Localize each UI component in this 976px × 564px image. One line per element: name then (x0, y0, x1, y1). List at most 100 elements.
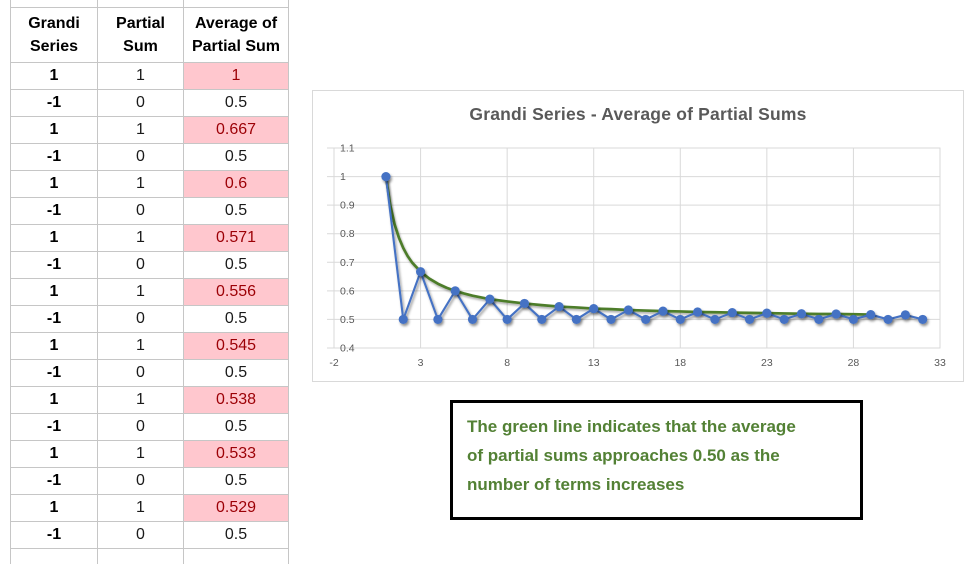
cell-grandi-series[interactable]: -1 (11, 360, 98, 387)
cell-partial-sum[interactable]: 0 (98, 468, 184, 495)
cell-partial-sum[interactable]: 0 (98, 144, 184, 171)
cell-average-of-partial-sum[interactable]: 1 (184, 63, 289, 90)
cell-partial-sum[interactable]: 0 (98, 90, 184, 117)
cell-grandi-series[interactable]: 1 (11, 279, 98, 306)
cell-average-of-partial-sum[interactable]: 0.5 (184, 360, 289, 387)
x-tick-label: 8 (504, 357, 510, 369)
cell-average-of-partial-sum[interactable]: 0.5 (184, 144, 289, 171)
cell-average-of-partial-sum[interactable]: 0.667 (184, 117, 289, 144)
conclusion-textbox[interactable]: The green line indicates that the averag… (450, 400, 863, 520)
x-tick-label: 28 (848, 357, 860, 369)
cell-grandi-series[interactable]: -1 (11, 306, 98, 333)
cell-average-of-partial-sum[interactable]: 0.6 (184, 171, 289, 198)
cell-grandi-series[interactable]: 1 (11, 441, 98, 468)
cell-partial-sum[interactable]: 1 (98, 117, 184, 144)
cell-partial-sum[interactable]: 0 (98, 522, 184, 549)
series-average-of-partial-sums (386, 177, 923, 320)
table-cell[interactable] (184, 0, 289, 8)
table-cell[interactable] (98, 549, 184, 564)
cell-average-of-partial-sum[interactable]: 0.5 (184, 198, 289, 225)
partial-row-top (11, 0, 289, 8)
cell-partial-sum[interactable]: 0 (98, 306, 184, 333)
cell-average-of-partial-sum[interactable]: 0.571 (184, 225, 289, 252)
column-header[interactable]: Average of Partial Sum (184, 8, 289, 63)
y-tick-label: 0.7 (340, 257, 355, 269)
cell-grandi-series[interactable]: -1 (11, 90, 98, 117)
y-tick-label: 1.1 (340, 143, 355, 155)
cell-average-of-partial-sum[interactable]: 0.529 (184, 495, 289, 522)
cell-grandi-series[interactable]: -1 (11, 252, 98, 279)
table-cell[interactable] (98, 0, 184, 8)
cell-partial-sum[interactable]: 1 (98, 63, 184, 90)
column-header[interactable]: Grandi Series (11, 8, 98, 63)
cell-partial-sum[interactable]: 1 (98, 495, 184, 522)
cell-average-of-partial-sum[interactable]: 0.556 (184, 279, 289, 306)
cell-grandi-series[interactable]: -1 (11, 414, 98, 441)
x-tick-label: 33 (934, 357, 946, 369)
cell-average-of-partial-sum[interactable]: 0.5 (184, 306, 289, 333)
cell-grandi-series[interactable]: 1 (11, 495, 98, 522)
cell-partial-sum[interactable]: 1 (98, 225, 184, 252)
cell-partial-sum[interactable]: 0 (98, 360, 184, 387)
x-tick-label: 23 (761, 357, 773, 369)
table-cell[interactable] (11, 0, 98, 8)
cell-average-of-partial-sum[interactable]: 0.5 (184, 90, 289, 117)
cell-grandi-series[interactable]: -1 (11, 144, 98, 171)
cell-partial-sum[interactable]: 0 (98, 252, 184, 279)
y-tick-label: 0.4 (340, 343, 355, 355)
column-header[interactable]: Partial Sum (98, 8, 184, 63)
y-tick-label: 0.8 (340, 228, 355, 240)
cell-grandi-series[interactable]: 1 (11, 333, 98, 360)
table-cell[interactable] (11, 549, 98, 564)
cell-grandi-series[interactable]: 1 (11, 63, 98, 90)
cell-partial-sum[interactable]: 1 (98, 441, 184, 468)
y-tick-label: 1 (340, 171, 346, 183)
cell-grandi-series[interactable]: -1 (11, 198, 98, 225)
x-tick-label: 3 (418, 357, 424, 369)
cell-grandi-series[interactable]: 1 (11, 387, 98, 414)
cell-average-of-partial-sum[interactable]: 0.5 (184, 468, 289, 495)
y-tick-label: 0.9 (340, 200, 355, 212)
cell-partial-sum[interactable]: 1 (98, 387, 184, 414)
x-tick-label: -2 (329, 357, 338, 369)
cell-grandi-series[interactable]: -1 (11, 468, 98, 495)
y-tick-label: 0.6 (340, 285, 355, 297)
cell-partial-sum[interactable]: 1 (98, 279, 184, 306)
cell-average-of-partial-sum[interactable]: 0.533 (184, 441, 289, 468)
cell-grandi-series[interactable]: -1 (11, 522, 98, 549)
cell-average-of-partial-sum[interactable]: 0.538 (184, 387, 289, 414)
cell-average-of-partial-sum[interactable]: 0.545 (184, 333, 289, 360)
cell-average-of-partial-sum[interactable]: 0.5 (184, 414, 289, 441)
note-line: number of terms increases (467, 470, 852, 499)
cell-grandi-series[interactable]: 1 (11, 171, 98, 198)
cell-average-of-partial-sum[interactable]: 0.5 (184, 522, 289, 549)
x-tick-label: 13 (588, 357, 600, 369)
cell-partial-sum[interactable]: 0 (98, 414, 184, 441)
cell-grandi-series[interactable]: 1 (11, 117, 98, 144)
chart-container[interactable]: Grandi Series - Average of Partial Sums … (312, 90, 964, 382)
cell-partial-sum[interactable]: 0 (98, 198, 184, 225)
cell-average-of-partial-sum[interactable]: 0.5 (184, 252, 289, 279)
cell-partial-sum[interactable]: 1 (98, 171, 184, 198)
cell-grandi-series[interactable]: 1 (11, 225, 98, 252)
table-cell[interactable] (184, 549, 289, 564)
cell-partial-sum[interactable]: 1 (98, 333, 184, 360)
